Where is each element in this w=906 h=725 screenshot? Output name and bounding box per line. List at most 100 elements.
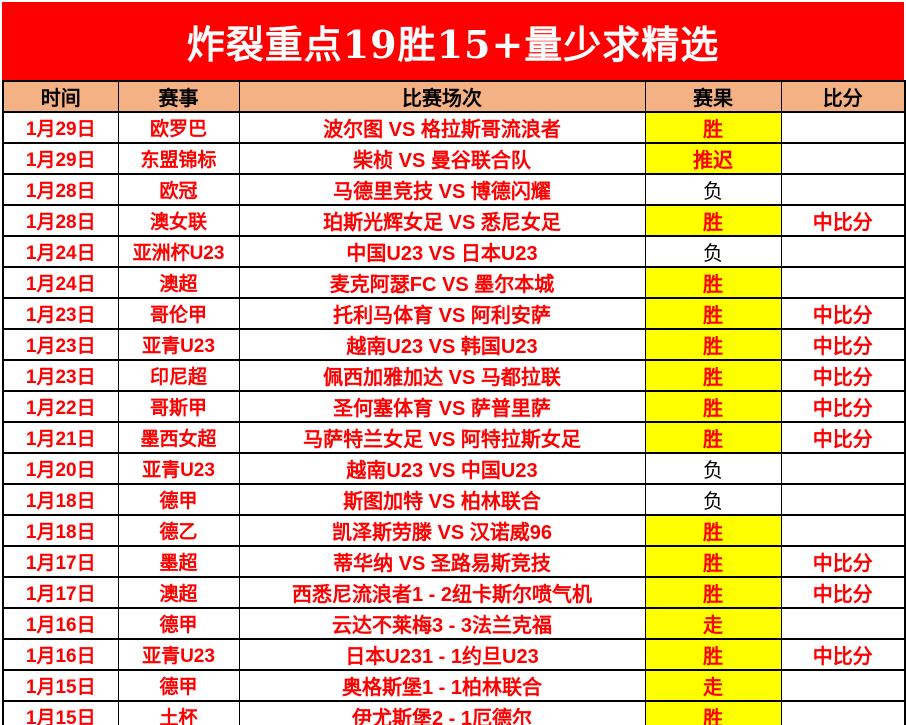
table-row: 1月29日 东盟锦标 柴桢 VS 曼谷联合队 推迟 bbox=[2, 142, 906, 175]
match-cell: 波尔图 VS 格拉斯哥流浪者 bbox=[238, 111, 646, 144]
table-row: 1月28日 澳女联 珀斯光辉女足 VS 悉尼女足 胜 中比分 bbox=[2, 204, 906, 237]
league-cell: 欧罗巴 bbox=[117, 111, 240, 144]
league-cell: 印尼超 bbox=[117, 359, 240, 392]
match-cell: 圣何塞体育 VS 萨普里萨 bbox=[238, 390, 646, 423]
date-cell: 1月23日 bbox=[2, 297, 119, 330]
date-cell: 1月29日 bbox=[2, 142, 119, 175]
match-cell: 西悉尼流浪者1 - 2纽卡斯尔喷气机 bbox=[238, 576, 646, 609]
col-header-time: 时间 bbox=[2, 80, 119, 113]
match-cell: 珀斯光辉女足 VS 悉尼女足 bbox=[238, 204, 646, 237]
table-body: 1月29日 欧罗巴 波尔图 VS 格拉斯哥流浪者 胜 1月29日 东盟锦标 柴桢… bbox=[2, 111, 906, 725]
result-cell: 胜 bbox=[644, 359, 782, 392]
table-row: 1月16日 德甲 云达不莱梅3 - 3法兰克福 走 bbox=[2, 607, 906, 640]
result-cell: 负 bbox=[644, 173, 782, 206]
match-cell: 柴桢 VS 曼谷联合队 bbox=[238, 142, 646, 175]
score-cell bbox=[780, 607, 906, 640]
league-cell: 土杯 bbox=[117, 700, 240, 725]
date-cell: 1月18日 bbox=[2, 483, 119, 516]
table-row: 1月24日 澳超 麦克阿瑟FC VS 墨尔本城 胜 bbox=[2, 266, 906, 299]
result-cell: 胜 bbox=[644, 638, 782, 671]
score-cell bbox=[780, 266, 906, 299]
match-cell: 马萨特兰女足 VS 阿特拉斯女足 bbox=[238, 421, 646, 454]
match-cell: 马德里竞技 VS 博德闪耀 bbox=[238, 173, 646, 206]
score-cell bbox=[780, 700, 906, 725]
header-row: 时间 赛事 比赛场次 赛果 比分 bbox=[2, 80, 906, 113]
league-cell: 墨西女超 bbox=[117, 421, 240, 454]
league-cell: 亚青U23 bbox=[117, 328, 240, 361]
result-cell: 胜 bbox=[644, 421, 782, 454]
league-cell: 哥伦甲 bbox=[117, 297, 240, 330]
league-cell: 亚青U23 bbox=[117, 452, 240, 485]
result-cell: 走 bbox=[644, 669, 782, 702]
banner-title: 炸裂重点19胜15+量少求精选 bbox=[186, 21, 720, 67]
date-cell: 1月17日 bbox=[2, 576, 119, 609]
date-cell: 1月28日 bbox=[2, 173, 119, 206]
match-cell: 佩西加雅加达 VS 马都拉联 bbox=[238, 359, 646, 392]
table-row: 1月23日 哥伦甲 托利马体育 VS 阿利安萨 胜 中比分 bbox=[2, 297, 906, 330]
result-cell: 负 bbox=[644, 235, 782, 268]
score-cell: 中比分 bbox=[780, 390, 906, 423]
league-cell: 亚洲杯U23 bbox=[117, 235, 240, 268]
league-cell: 墨超 bbox=[117, 545, 240, 578]
score-cell: 中比分 bbox=[780, 328, 906, 361]
result-cell: 胜 bbox=[644, 111, 782, 144]
score-cell bbox=[780, 452, 906, 485]
col-header-match: 比赛场次 bbox=[238, 80, 646, 113]
match-cell: 伊尤斯堡2 - 1厄德尔 bbox=[238, 700, 646, 725]
date-cell: 1月20日 bbox=[2, 452, 119, 485]
table-row: 1月23日 亚青U23 越南U23 VS 韩国U23 胜 中比分 bbox=[2, 328, 906, 361]
league-cell: 德甲 bbox=[117, 483, 240, 516]
result-cell: 胜 bbox=[644, 514, 782, 547]
date-cell: 1月18日 bbox=[2, 514, 119, 547]
result-cell: 胜 bbox=[644, 576, 782, 609]
score-cell bbox=[780, 669, 906, 702]
date-cell: 1月21日 bbox=[2, 421, 119, 454]
score-cell: 中比分 bbox=[780, 359, 906, 392]
date-cell: 1月24日 bbox=[2, 235, 119, 268]
table-row: 1月28日 欧冠 马德里竞技 VS 博德闪耀 负 bbox=[2, 173, 906, 206]
match-cell: 蒂华纳 VS 圣路易斯竞技 bbox=[238, 545, 646, 578]
match-cell: 越南U23 VS 韩国U23 bbox=[238, 328, 646, 361]
result-cell: 负 bbox=[644, 452, 782, 485]
league-cell: 德甲 bbox=[117, 607, 240, 640]
table-header: 时间 赛事 比赛场次 赛果 比分 bbox=[2, 80, 906, 113]
match-cell: 凯泽斯劳滕 VS 汉诺威96 bbox=[238, 514, 646, 547]
date-cell: 1月28日 bbox=[2, 204, 119, 237]
table-row: 1月17日 墨超 蒂华纳 VS 圣路易斯竞技 胜 中比分 bbox=[2, 545, 906, 578]
date-cell: 1月24日 bbox=[2, 266, 119, 299]
results-table: 时间 赛事 比赛场次 赛果 比分 1月29日 欧罗巴 波尔图 VS 格拉斯哥流浪… bbox=[2, 80, 906, 725]
table-row: 1月23日 印尼超 佩西加雅加达 VS 马都拉联 胜 中比分 bbox=[2, 359, 906, 392]
league-cell: 澳女联 bbox=[117, 204, 240, 237]
match-cell: 中国U23 VS 日本U23 bbox=[238, 235, 646, 268]
score-cell: 中比分 bbox=[780, 545, 906, 578]
result-cell: 胜 bbox=[644, 297, 782, 330]
date-cell: 1月29日 bbox=[2, 111, 119, 144]
table-row: 1月20日 亚青U23 越南U23 VS 中国U23 负 bbox=[2, 452, 906, 485]
date-cell: 1月16日 bbox=[2, 638, 119, 671]
score-cell bbox=[780, 483, 906, 516]
score-cell: 中比分 bbox=[780, 576, 906, 609]
col-header-result: 赛果 bbox=[644, 80, 782, 113]
score-cell: 中比分 bbox=[780, 204, 906, 237]
match-cell: 日本U231 - 1约旦U23 bbox=[238, 638, 646, 671]
table-row: 1月29日 欧罗巴 波尔图 VS 格拉斯哥流浪者 胜 bbox=[2, 111, 906, 144]
score-cell: 中比分 bbox=[780, 638, 906, 671]
score-cell: 中比分 bbox=[780, 421, 906, 454]
league-cell: 德乙 bbox=[117, 514, 240, 547]
match-cell: 托利马体育 VS 阿利安萨 bbox=[238, 297, 646, 330]
result-cell: 胜 bbox=[644, 266, 782, 299]
result-cell: 走 bbox=[644, 607, 782, 640]
league-cell: 哥斯甲 bbox=[117, 390, 240, 423]
date-cell: 1月15日 bbox=[2, 700, 119, 725]
league-cell: 德甲 bbox=[117, 669, 240, 702]
date-cell: 1月22日 bbox=[2, 390, 119, 423]
score-cell bbox=[780, 235, 906, 268]
league-cell: 欧冠 bbox=[117, 173, 240, 206]
result-cell: 推迟 bbox=[644, 142, 782, 175]
league-cell: 亚青U23 bbox=[117, 638, 240, 671]
banner: 炸裂重点19胜15+量少求精选 bbox=[2, 2, 904, 80]
date-cell: 1月23日 bbox=[2, 328, 119, 361]
date-cell: 1月23日 bbox=[2, 359, 119, 392]
score-cell bbox=[780, 173, 906, 206]
date-cell: 1月16日 bbox=[2, 607, 119, 640]
